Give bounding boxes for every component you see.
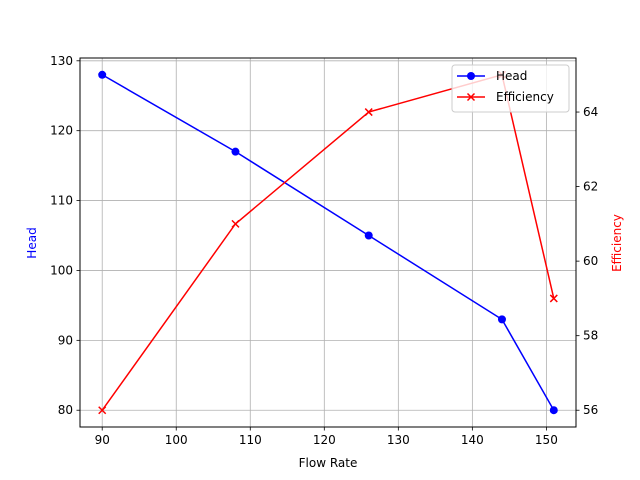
x-tick-label: 140 [461, 433, 484, 447]
y-right-tick-label: 58 [583, 329, 598, 343]
legend-label-head: Head [496, 69, 527, 83]
y-tick-label: 80 [58, 403, 73, 417]
x-tick-label: 150 [535, 433, 558, 447]
legend-circle-marker-icon [467, 72, 475, 80]
x-tick-label: 110 [239, 433, 262, 447]
data-point [549, 294, 558, 303]
legend-x-marker-icon [466, 92, 476, 102]
series-line [101, 74, 555, 411]
data-point [231, 147, 240, 156]
y-tick-label: 120 [50, 124, 73, 138]
axes-frame [79, 57, 577, 428]
y-axis-label: Head [25, 227, 39, 258]
data-point [231, 219, 240, 228]
y-tick-label: 130 [50, 54, 73, 68]
data-point [549, 406, 558, 415]
series-line [101, 73, 555, 411]
data-point [98, 406, 107, 415]
x-axis-label: Flow Rate [299, 456, 358, 470]
y-tick-label: 90 [58, 333, 73, 347]
legend: Head Efficiency [451, 64, 570, 113]
x-tick-label: 90 [95, 433, 110, 447]
y-right-axis-ticks: 56 58 60 62 64 [576, 105, 598, 417]
y-right-tick-label: 64 [583, 105, 598, 119]
data-point [364, 231, 373, 240]
y-axis-ticks: 80 90 100 110 120 130 [50, 54, 80, 417]
data-point [364, 108, 373, 117]
x-tick-label: 130 [387, 433, 410, 447]
legend-label-efficiency: Efficiency [496, 90, 554, 104]
data-point [497, 315, 506, 324]
y-right-tick-label: 62 [583, 180, 598, 194]
y-right-axis-label: Efficiency [610, 214, 624, 272]
x-tick-label: 120 [313, 433, 336, 447]
y-tick-label: 100 [50, 263, 73, 277]
data-point [98, 70, 107, 79]
plot-series [98, 70, 558, 415]
x-axis-ticks: 90 100 110 120 130 140 150 [95, 427, 558, 447]
y-right-tick-label: 60 [583, 254, 598, 268]
y-tick-label: 110 [50, 194, 73, 208]
y-right-tick-label: 56 [583, 403, 598, 417]
grid-lines [80, 58, 576, 427]
x-tick-label: 100 [165, 433, 188, 447]
